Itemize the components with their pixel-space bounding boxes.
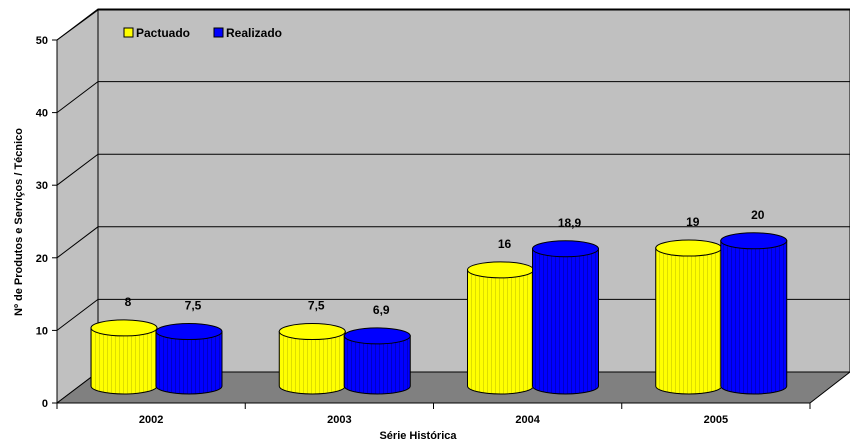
gridline <box>56 298 850 331</box>
data-label: 7,5 <box>308 299 325 313</box>
bar-top <box>467 261 534 279</box>
bar-top <box>532 240 599 258</box>
bar-pactuado-2005 <box>655 239 723 395</box>
data-label: 7,5 <box>185 299 202 313</box>
x-tick-label: 2004 <box>515 414 540 426</box>
bar-body <box>278 331 346 395</box>
bar-pactuado-2002 <box>90 319 158 395</box>
data-label: 16 <box>498 237 512 251</box>
bar-top <box>720 232 788 250</box>
bar-body <box>655 247 723 395</box>
legend: Pactuado Realizado <box>123 26 282 40</box>
y-tick-label: 40 <box>36 108 48 120</box>
x-tick-label: 2005 <box>704 414 728 426</box>
data-label: 6,9 <box>373 303 390 317</box>
bar-realizado-2003 <box>343 327 411 395</box>
gridline <box>56 153 850 186</box>
y-tick-label: 0 <box>42 398 48 410</box>
bar-body <box>90 327 158 395</box>
x-axis-title: Série Histórica <box>379 430 457 442</box>
bar-body <box>532 248 599 395</box>
bar-body <box>155 331 223 395</box>
gridline <box>56 226 850 259</box>
bar-top <box>343 327 411 345</box>
y-tick-label: 50 <box>36 35 48 47</box>
data-label: 20 <box>751 208 765 222</box>
legend-label-realizado: Realizado <box>226 26 282 40</box>
data-label: 8 <box>125 295 132 309</box>
data-label: 19 <box>686 215 700 229</box>
bar-pactuado-2003 <box>278 323 346 395</box>
bar-body <box>467 269 534 395</box>
x-axis: 2002 2003 2004 2005 <box>56 402 811 426</box>
gridline <box>56 8 850 41</box>
bar-top <box>655 239 723 257</box>
bar-realizado-2004 <box>532 240 599 395</box>
bars <box>90 232 788 395</box>
x-tick-label: 2003 <box>327 414 351 426</box>
y-axis: 0 10 20 30 40 50 <box>36 35 58 410</box>
legend-label-pactuado: Pactuado <box>136 26 190 40</box>
x-tick-label: 2002 <box>139 414 163 426</box>
y-axis-title: Nº de Produtos e Serviços / Técnico <box>13 128 25 316</box>
y-tick-label: 30 <box>36 180 48 192</box>
legend-swatch-pactuado <box>123 27 134 38</box>
bar-top <box>278 323 346 341</box>
bar-realizado-2002 <box>155 323 223 395</box>
bar-top <box>155 323 223 341</box>
data-label: 18,9 <box>558 216 582 230</box>
bar-top <box>90 319 158 337</box>
gridline <box>56 81 850 113</box>
y-tick-label: 10 <box>36 325 48 337</box>
bar-body <box>720 240 788 395</box>
bar-body <box>343 335 411 395</box>
data-labels: 8 7,5 7,5 6,9 16 18,9 19 20 <box>125 208 765 317</box>
bar-realizado-2005 <box>720 232 788 395</box>
legend-swatch-realizado <box>213 27 224 38</box>
bar-pactuado-2004 <box>467 261 534 395</box>
y-tick-label: 20 <box>36 253 48 265</box>
gridlines <box>56 8 850 331</box>
